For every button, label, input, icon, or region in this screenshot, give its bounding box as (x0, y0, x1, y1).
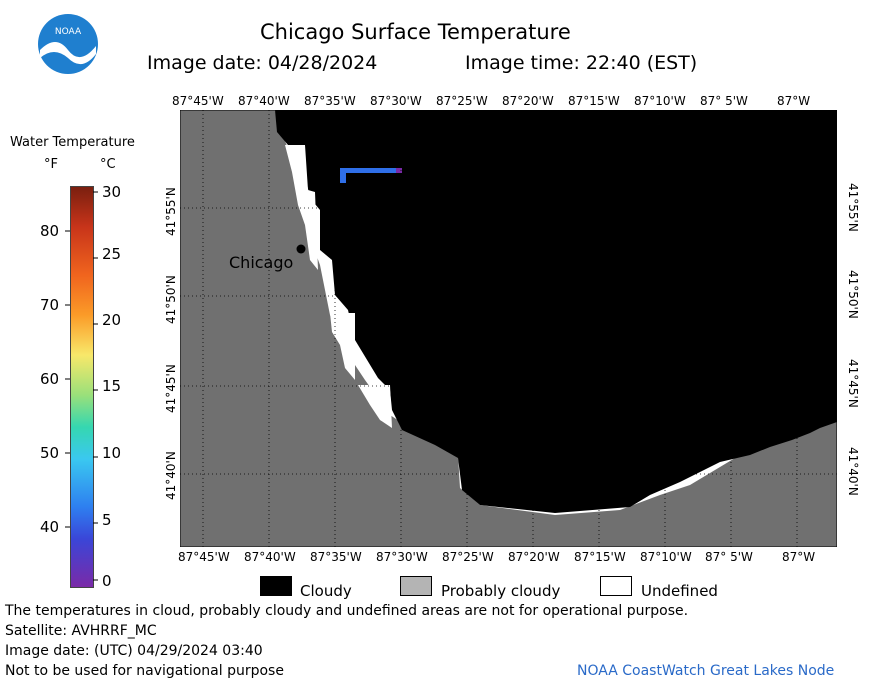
lat-label-left: 41°50'N (164, 275, 178, 324)
lon-label-top: 87°25'W (436, 94, 488, 108)
lon-label-bottom: 87°20'W (508, 550, 560, 564)
lon-label-top: 87°45'W (172, 94, 224, 108)
lon-label-top: 87°20'W (502, 94, 554, 108)
lon-label-bottom: 87°10'W (640, 550, 692, 564)
city-label: Chicago (229, 253, 294, 272)
lon-label-bottom: 87°25'W (442, 550, 494, 564)
utc-date-text: Image date: (UTC) 04/29/2024 03:40 (5, 643, 263, 659)
lon-label-bottom: 87°35'W (310, 550, 362, 564)
temperature-strip (396, 168, 402, 173)
lon-label-top: 87° 5'W (700, 94, 748, 108)
undefined-patch (285, 145, 318, 270)
lon-label-bottom: 87° 5'W (705, 550, 753, 564)
lon-label-bottom: 87°W (782, 550, 816, 564)
undefined-patch (330, 313, 355, 380)
image-time: Image time: 22:40 (EST) (465, 52, 698, 74)
colorbar-c-tick: 20 (102, 311, 122, 329)
chicago-marker (296, 244, 306, 254)
lon-label-bottom: 87°40'W (244, 550, 296, 564)
colorbar-f-tick: 60 (40, 370, 60, 388)
navigation-warning: Not to be used for navigational purpose (5, 663, 284, 679)
legend-label-undefined: Undefined (641, 582, 718, 600)
colorbar-c-tick: 5 (102, 511, 112, 529)
lat-label-right: 41°45'N (846, 359, 860, 408)
lon-label-top: 87°W (777, 94, 811, 108)
lon-label-top: 87°40'W (238, 94, 290, 108)
lon-label-top: 87°35'W (304, 94, 356, 108)
colorbar-title: Water Temperature (10, 135, 135, 150)
lon-label-top: 87°15'W (568, 94, 620, 108)
colorbar-unit-f: °F (44, 157, 58, 172)
graticule (180, 110, 837, 547)
satellite-text: Satellite: AVHRRF_MC (5, 623, 157, 639)
colorbar-c-tick: 10 (102, 444, 122, 462)
lat-label-left: 41°40'N (164, 451, 178, 500)
lon-label-top: 87°10'W (634, 94, 686, 108)
legend-swatch-undefined (600, 576, 632, 596)
colorbar-f-tick: 40 (40, 518, 60, 536)
page-title: Chicago Surface Temperature (260, 20, 571, 44)
colorbar-gradient (70, 186, 94, 588)
lat-label-right: 41°55'N (846, 183, 860, 232)
colorbar-c-tick: 25 (102, 245, 122, 263)
logo-text: NOAA (55, 27, 82, 37)
disclaimer-text: The temperatures in cloud, probably clou… (5, 603, 689, 619)
legend-label-probably-cloudy: Probably cloudy (441, 582, 561, 600)
legend-swatch-probably-cloudy (400, 576, 432, 596)
map-panel (180, 110, 837, 547)
temperature-strip (340, 168, 346, 183)
lon-label-bottom: 87°30'W (376, 550, 428, 564)
colorbar-c-tick: 0 (102, 572, 112, 590)
cloudy-area (275, 110, 837, 513)
colorbar-f-tick: 70 (40, 296, 60, 314)
noaa-logo: NOAA (38, 14, 98, 74)
legend-label-cloudy: Cloudy (300, 582, 352, 600)
colorbar-c-tick: 30 (102, 183, 122, 201)
lat-label-right: 41°40'N (846, 447, 860, 496)
colorbar-ticks (65, 191, 98, 581)
temperature-strip (340, 168, 402, 173)
colorbar-f-tick: 80 (40, 222, 60, 240)
colorbar-unit-c: °C (100, 157, 116, 172)
undefined-patch (358, 385, 392, 428)
credit-text: NOAA CoastWatch Great Lakes Node (577, 663, 835, 679)
image-date: Image date: 04/28/2024 (147, 52, 378, 74)
legend-swatch-cloudy (260, 576, 292, 596)
lon-label-top: 87°30'W (370, 94, 422, 108)
colorbar-c-tick: 15 (102, 377, 122, 395)
lat-label-right: 41°50'N (846, 270, 860, 319)
lat-label-left: 41°55'N (164, 187, 178, 236)
colorbar-f-tick: 50 (40, 444, 60, 462)
lat-label-left: 41°45'N (164, 364, 178, 413)
lon-label-bottom: 87°45'W (178, 550, 230, 564)
lon-label-bottom: 87°15'W (574, 550, 626, 564)
